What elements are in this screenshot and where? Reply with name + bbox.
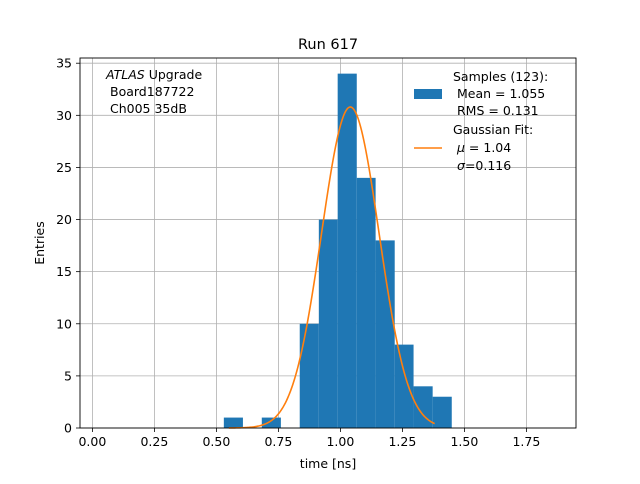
mu-value: = 1.04 bbox=[465, 140, 511, 155]
x-axis-ticks: 0.00 0.25 0.50 0.75 1.00 1.25 1.50 1.75 bbox=[78, 428, 540, 449]
x-tick-label: 1.25 bbox=[388, 434, 416, 449]
x-axis-label: time [ns] bbox=[300, 456, 356, 471]
legend-samples-title: Samples (123): bbox=[453, 69, 548, 84]
y-tick-label: 0 bbox=[64, 421, 72, 436]
x-tick-label: 1.50 bbox=[450, 434, 478, 449]
mu-symbol: μ bbox=[456, 140, 465, 155]
y-tick-label: 20 bbox=[56, 212, 72, 227]
histogram-bar bbox=[413, 386, 433, 428]
annotation-line-1: ATLAS Upgrade bbox=[105, 67, 202, 82]
gaussian-fit-line bbox=[228, 106, 435, 429]
histogram-bar bbox=[394, 344, 414, 428]
legend-samples-swatch bbox=[414, 89, 442, 99]
y-tick-label: 15 bbox=[56, 264, 72, 279]
annotation-line-2: Board187722 bbox=[110, 84, 194, 99]
annotation-upgrade: Upgrade bbox=[145, 67, 203, 82]
plot-frame bbox=[79, 57, 577, 429]
histogram-bar bbox=[318, 219, 338, 428]
histogram-bar bbox=[223, 417, 243, 428]
legend-samples-mean: Mean = 1.055 bbox=[457, 86, 545, 101]
y-axis-ticks: 0 5 10 15 20 25 30 35 bbox=[56, 56, 80, 436]
legend-fit-sigma: σ=0.116 bbox=[457, 158, 511, 173]
legend-fit-mu: μ = 1.04 bbox=[456, 140, 511, 155]
y-tick-label: 25 bbox=[56, 160, 72, 175]
x-tick-label: 0.75 bbox=[264, 434, 292, 449]
sigma-symbol: σ bbox=[457, 158, 466, 173]
sigma-value: =0.116 bbox=[465, 158, 511, 173]
y-tick-label: 30 bbox=[56, 108, 72, 123]
annotation-line-3: Ch005 35dB bbox=[110, 101, 187, 116]
histogram-bars bbox=[223, 73, 452, 429]
x-tick-label: 0.25 bbox=[140, 434, 168, 449]
histogram-bar bbox=[299, 323, 319, 428]
legend: Samples (123): Mean = 1.055 RMS = 0.131 … bbox=[414, 69, 548, 173]
x-tick-label: 1.75 bbox=[512, 434, 540, 449]
chart-title: Run 617 bbox=[298, 37, 358, 53]
histogram-bar bbox=[375, 240, 395, 428]
y-axis-label: Entries bbox=[32, 221, 47, 265]
x-tick-label: 1.00 bbox=[326, 434, 354, 449]
y-tick-label: 5 bbox=[64, 368, 72, 383]
histogram-bar bbox=[356, 177, 376, 428]
histogram-bar bbox=[261, 417, 281, 428]
y-tick-label: 35 bbox=[56, 56, 72, 71]
legend-samples-rms: RMS = 0.131 bbox=[457, 103, 539, 118]
legend-fit-title: Gaussian Fit: bbox=[453, 122, 533, 137]
histogram-bar bbox=[337, 73, 357, 429]
y-tick-label: 10 bbox=[56, 316, 72, 331]
x-tick-label: 0.50 bbox=[202, 434, 230, 449]
annotation-atlas: ATLAS bbox=[105, 67, 145, 82]
histogram-bar bbox=[432, 396, 452, 428]
x-tick-label: 0.00 bbox=[78, 434, 106, 449]
